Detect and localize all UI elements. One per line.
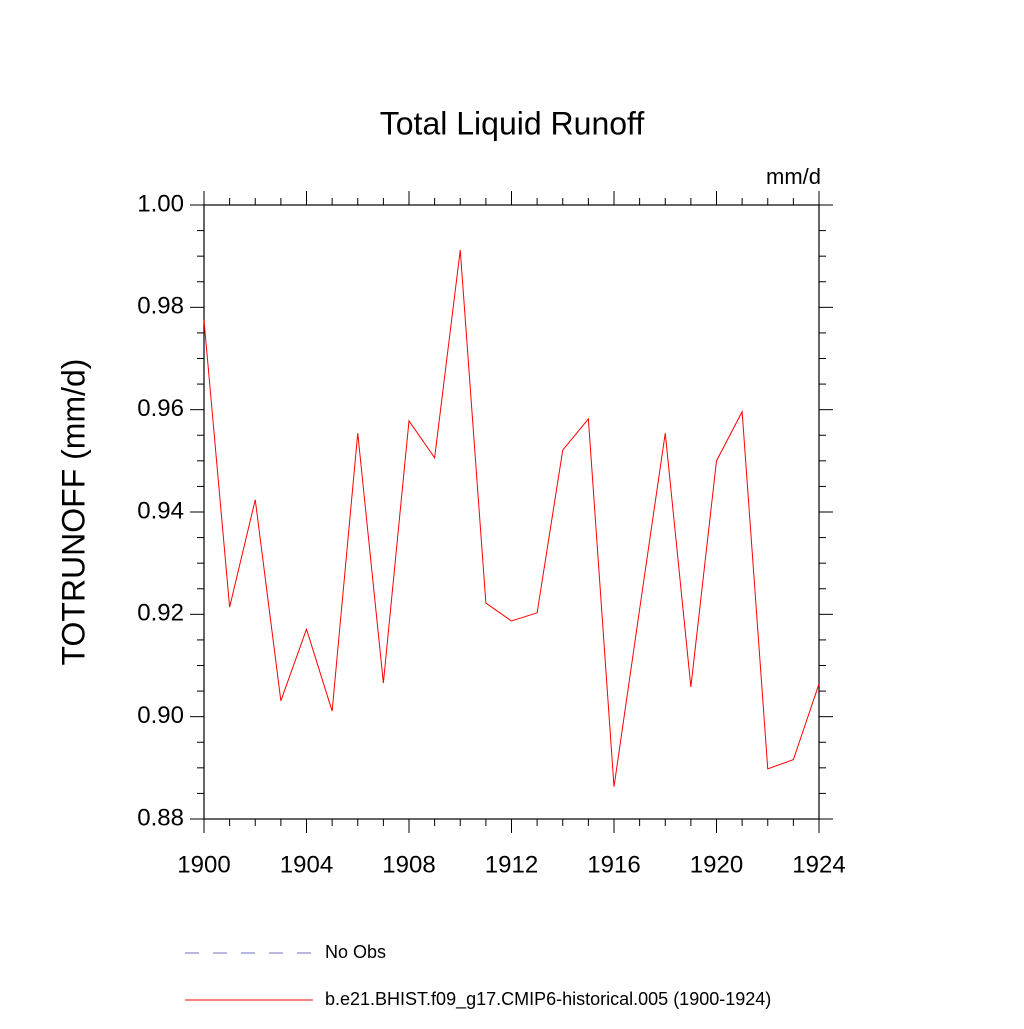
x-tick-label: 1904 bbox=[280, 851, 333, 878]
units-label: mm/d bbox=[766, 164, 821, 189]
y-tick-label: 0.96 bbox=[137, 395, 184, 422]
y-tick-label: 0.92 bbox=[137, 600, 184, 627]
y-tick-label: 0.90 bbox=[137, 702, 184, 729]
legend-label: b.e21.BHIST.f09_g17.CMIP6-historical.005… bbox=[325, 989, 771, 1010]
y-tick-label: 0.98 bbox=[137, 293, 184, 320]
x-tick-label: 1920 bbox=[690, 851, 743, 878]
y-axis-label: TOTRUNOFF (mm/d) bbox=[55, 359, 91, 666]
x-tick-label: 1912 bbox=[485, 851, 538, 878]
x-tick-label: 1916 bbox=[587, 851, 640, 878]
x-tick-label: 1908 bbox=[382, 851, 435, 878]
chart-title: Total Liquid Runoff bbox=[380, 105, 645, 141]
y-tick-label: 0.94 bbox=[137, 497, 184, 524]
x-tick-label: 1924 bbox=[792, 851, 845, 878]
x-tick-label: 1900 bbox=[177, 851, 230, 878]
plot-frame bbox=[203, 204, 820, 820]
y-tick-label: 0.88 bbox=[137, 804, 184, 831]
legend-label: No Obs bbox=[325, 942, 386, 962]
data-line bbox=[203, 249, 820, 787]
y-tick-label: 1.00 bbox=[137, 190, 184, 217]
